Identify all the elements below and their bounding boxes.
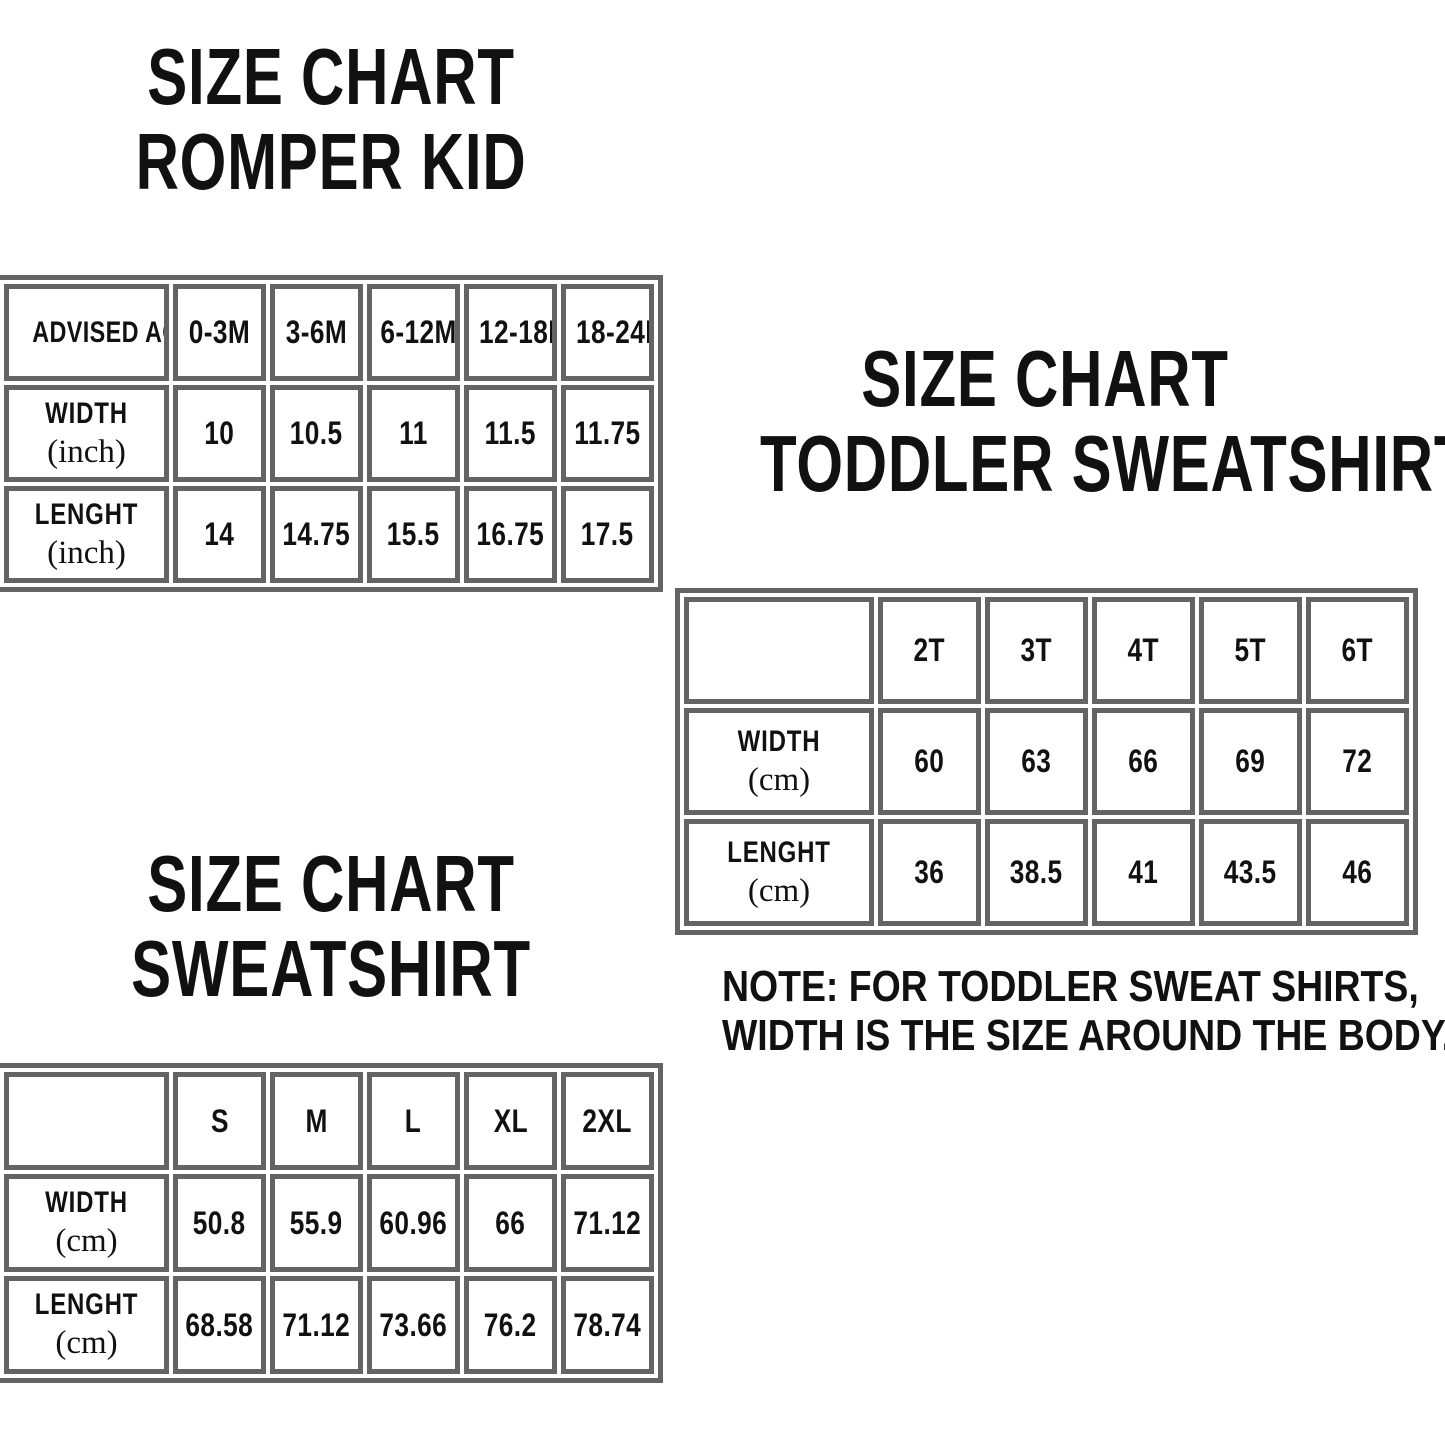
romper-length-label: LENGHT: [34, 497, 139, 531]
romper-length-unit: (inch): [47, 534, 126, 571]
sweatshirt-width-cell: 71.12: [561, 1174, 654, 1272]
romper-row-label-cell: WIDTH (inch): [4, 385, 169, 482]
sweatshirt-width-cell: 55.9: [270, 1174, 363, 1272]
romper-title-line1: SIZE CHART: [147, 32, 515, 121]
sweatshirt-row-label-cell: LENGHT (cm): [4, 1276, 169, 1374]
toddler-note: NOTE: FOR TODDLER SWEAT SHIRTS, WIDTH IS…: [665, 962, 1445, 1060]
romper-header-cell: 18-24M: [561, 284, 654, 381]
sweatshirt-length-label: LENGHT: [34, 1288, 139, 1321]
sweatshirt-header-cell: [4, 1072, 169, 1170]
toddler-size-table: 2T 3T 4T 5T 6T WIDTH (cm) 60 63 66 69 72…: [675, 588, 1418, 935]
sweatshirt-width-cell: 60.96: [367, 1174, 460, 1272]
sweatshirt-header-row: S M L XL 2XL: [4, 1072, 654, 1170]
romper-row-label-cell: LENGHT (inch): [4, 486, 169, 583]
toddler-length-cell: 43.5: [1199, 819, 1302, 926]
toddler-width-unit: (cm): [747, 761, 811, 798]
toddler-note-line1: NOTE: FOR TODDLER SWEAT SHIRTS,: [722, 962, 1419, 1011]
sweatshirt-width-unit: (cm): [55, 1223, 118, 1259]
toddler-length-label: LENGHT: [727, 835, 831, 869]
toddler-note-line2: WIDTH IS THE SIZE AROUND THE BODY.: [722, 1011, 1445, 1060]
toddler-length-cell: 46: [1306, 819, 1409, 926]
romper-header-cell: 12-18M: [464, 284, 557, 381]
sweatshirt-title-line1: SIZE CHART: [147, 839, 515, 928]
toddler-length-cell: 36: [878, 819, 981, 926]
toddler-title-line2: TODDLER SWEATSHIRT: [760, 419, 1445, 508]
toddler-width-cell: 63: [985, 708, 1088, 815]
romper-header-row: ADVISED AGE 0-3M 3-6M 6-12M 12-18M 18-24…: [4, 284, 654, 381]
romper-width-label: WIDTH: [45, 396, 128, 430]
sweatshirt-row-label-cell: WIDTH (cm): [4, 1174, 169, 1272]
romper-length-cell: 15.5: [367, 486, 460, 583]
sweatshirt-title-line2: SWEATSHIRT: [131, 924, 531, 1013]
romper-length-row: LENGHT (inch) 14 14.75 15.5 16.75 17.5: [4, 486, 654, 583]
romper-width-cell: 10: [173, 385, 266, 482]
toddler-header-cell: 5T: [1199, 597, 1302, 704]
romper-header-label: ADVISED AGE: [32, 315, 164, 349]
romper-title-line2: ROMPER KID: [135, 117, 527, 206]
romper-width-cell: 11.5: [464, 385, 557, 482]
toddler-header-cell: 2T: [878, 597, 981, 704]
romper-width-cell: 11: [367, 385, 460, 482]
toddler-title: SIZE CHART TODDLER SWEATSHIRT: [665, 334, 1445, 508]
sweatshirt-width-cell: 50.8: [173, 1174, 266, 1272]
romper-length-cell: 16.75: [464, 486, 557, 583]
toddler-length-unit: (cm): [747, 872, 811, 909]
romper-length-cell: 14.75: [270, 486, 363, 583]
sweatshirt-length-row: LENGHT (cm) 68.58 71.12 73.66 76.2 78.74: [4, 1276, 654, 1374]
romper-length-cell: 14: [173, 486, 266, 583]
toddler-width-label: WIDTH: [737, 724, 821, 758]
sweatshirt-width-row: WIDTH (cm) 50.8 55.9 60.96 66 71.12: [4, 1174, 654, 1272]
sweatshirt-header-cell: XL: [464, 1072, 557, 1170]
toddler-length-row: LENGHT (cm) 36 38.5 41 43.5 46: [684, 819, 1409, 926]
sweatshirt-header-cell: 2XL: [561, 1072, 654, 1170]
romper-size-table: ADVISED AGE 0-3M 3-6M 6-12M 12-18M 18-24…: [0, 275, 663, 592]
toddler-title-line1: SIZE CHART: [861, 334, 1229, 423]
sweatshirt-length-cell: 73.66: [367, 1276, 460, 1374]
toddler-row-label-cell: LENGHT (cm): [684, 819, 874, 926]
romper-header-cell: 0-3M: [173, 284, 266, 381]
romper-header-cell: ADVISED AGE: [4, 284, 169, 381]
sweatshirt-header-cell: M: [270, 1072, 363, 1170]
toddler-header-cell: 3T: [985, 597, 1088, 704]
toddler-header-row: 2T 3T 4T 5T 6T: [684, 597, 1409, 704]
sweatshirt-length-unit: (cm): [55, 1325, 118, 1361]
sweatshirt-length-cell: 71.12: [270, 1276, 363, 1374]
sweatshirt-length-cell: 76.2: [464, 1276, 557, 1374]
toddler-row-label-cell: WIDTH (cm): [684, 708, 874, 815]
romper-header-cell: 3-6M: [270, 284, 363, 381]
toddler-width-cell: 60: [878, 708, 981, 815]
sweatshirt-header-cell: L: [367, 1072, 460, 1170]
toddler-length-cell: 41: [1092, 819, 1195, 926]
romper-title: SIZE CHART ROMPER KID: [0, 34, 662, 204]
toddler-header-cell: [684, 597, 874, 704]
toddler-width-row: WIDTH (cm) 60 63 66 69 72: [684, 708, 1409, 815]
toddler-length-cell: 38.5: [985, 819, 1088, 926]
romper-width-unit: (inch): [47, 433, 126, 470]
romper-width-cell: 11.75: [561, 385, 654, 482]
romper-width-cell: 10.5: [270, 385, 363, 482]
toddler-width-cell: 69: [1199, 708, 1302, 815]
sweatshirt-length-cell: 68.58: [173, 1276, 266, 1374]
sweatshirt-length-cell: 78.74: [561, 1276, 654, 1374]
toddler-header-cell: 4T: [1092, 597, 1195, 704]
sweatshirt-title: SIZE CHART SWEATSHIRT: [0, 841, 662, 1011]
toddler-width-cell: 72: [1306, 708, 1409, 815]
toddler-width-cell: 66: [1092, 708, 1195, 815]
sweatshirt-width-label: WIDTH: [45, 1186, 128, 1219]
sweatshirt-width-cell: 66: [464, 1174, 557, 1272]
romper-width-row: WIDTH (inch) 10 10.5 11 11.5 11.75: [4, 385, 654, 482]
sweatshirt-header-cell: S: [173, 1072, 266, 1170]
romper-length-cell: 17.5: [561, 486, 654, 583]
toddler-header-cell: 6T: [1306, 597, 1409, 704]
romper-header-cell: 6-12M: [367, 284, 460, 381]
sweatshirt-size-table: S M L XL 2XL WIDTH (cm) 50.8 55.9 60.96 …: [0, 1063, 663, 1383]
